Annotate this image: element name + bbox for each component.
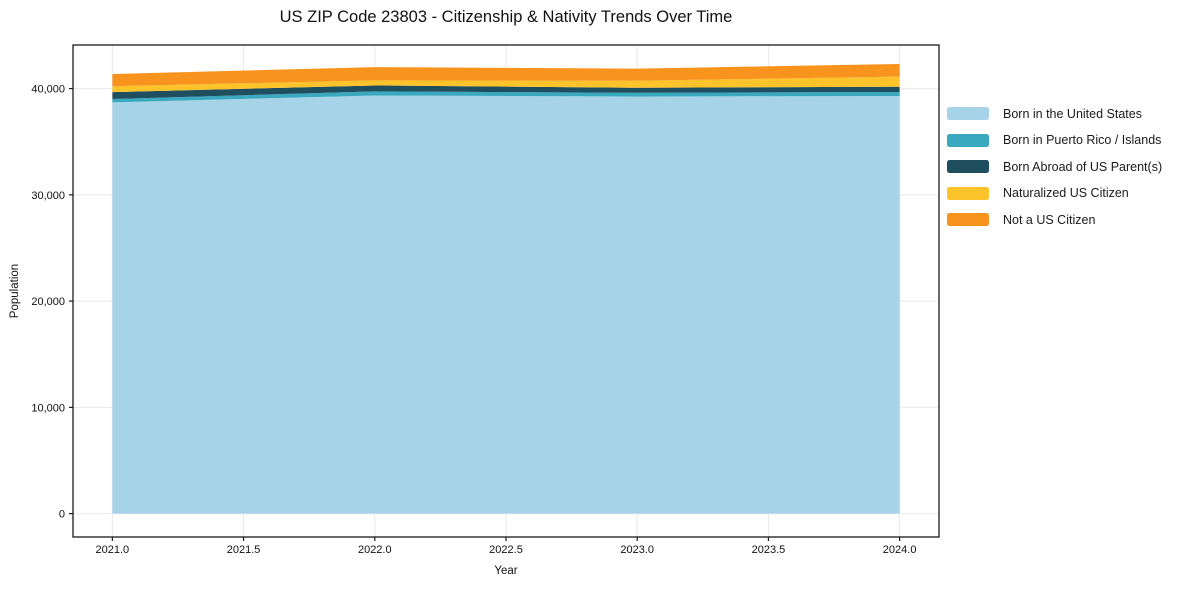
x-tick-label: 2022.0 xyxy=(358,544,392,556)
legend-item: Born in Puerto Rico / Islands xyxy=(947,133,1162,148)
y-tick-label: 40,000 xyxy=(31,84,65,96)
legend-label: Naturalized US Citizen xyxy=(1003,186,1129,201)
x-axis-label: Year xyxy=(494,565,518,577)
x-tick-label: 2023.0 xyxy=(620,544,654,556)
legend-swatch xyxy=(947,186,989,200)
chart-plot-area: 2021.0 2021.5 2022.0 2022.5 2023.0 2023.5 2024… xyxy=(31,44,940,556)
legend-item: Born in the United States xyxy=(947,106,1162,121)
x-tick-label: 2022.5 xyxy=(489,544,523,556)
legend-label: Born in the United States xyxy=(1003,106,1142,121)
y-tick-label: 0 xyxy=(59,509,65,521)
x-tick-label: 2021.5 xyxy=(227,544,261,556)
x-tick-label: 2024.0 xyxy=(883,544,917,556)
x-tick-label: 2021.0 xyxy=(96,544,130,556)
legend-item: Naturalized US Citizen xyxy=(947,186,1162,201)
x-tick-label: 2023.5 xyxy=(752,544,786,556)
y-tick-label: 10,000 xyxy=(31,402,65,414)
area-series xyxy=(112,64,900,87)
legend-item: Not a US Citizen xyxy=(947,212,1162,227)
legend-label: Born Abroad of US Parent(s) xyxy=(1003,159,1163,174)
y-tick-label: 30,000 xyxy=(31,190,65,202)
area-series xyxy=(112,91,900,103)
chart-title: US ZIP Code 23803 - Citizenship & Nativi… xyxy=(279,8,733,26)
plot-border xyxy=(72,44,940,538)
y-axis-label: Population xyxy=(9,263,21,319)
legend-swatch xyxy=(947,133,989,147)
legend-label: Born in Puerto Rico / Islands xyxy=(1003,133,1162,148)
legend-label: Not a US Citizen xyxy=(1003,212,1096,227)
area-series xyxy=(112,76,900,93)
y-tick-label: 20,000 xyxy=(31,296,65,308)
legend-swatch xyxy=(947,107,989,120)
area-series xyxy=(112,95,900,514)
area-series xyxy=(112,85,900,99)
legend-item: Born Abroad of US Parent(s) xyxy=(947,159,1163,174)
legend-swatch xyxy=(947,213,989,227)
legend-swatch xyxy=(947,160,989,174)
legend: Born in the United States Born in Puerto … xyxy=(947,107,1162,240)
